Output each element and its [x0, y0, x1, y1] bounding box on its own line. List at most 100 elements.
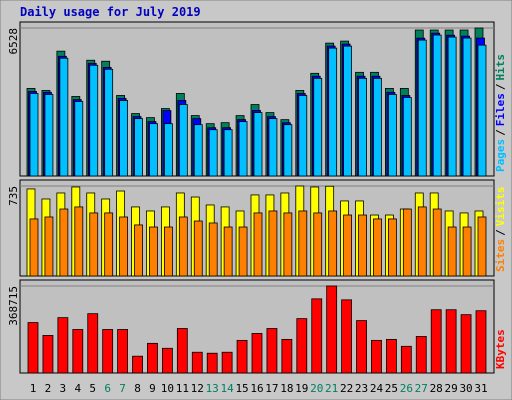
bar	[193, 220, 203, 277]
x-tick-label: 31	[474, 382, 487, 395]
x-tick-label: 19	[295, 382, 308, 395]
bar	[311, 298, 323, 374]
x-tick-label: 7	[119, 382, 126, 395]
bar	[343, 45, 353, 177]
bar	[358, 214, 367, 277]
x-tick-label: 23	[355, 382, 368, 395]
bar	[430, 309, 442, 374]
bar	[296, 318, 308, 374]
x-tick-label: 2	[45, 382, 52, 395]
bar	[343, 214, 353, 277]
bar	[134, 118, 143, 177]
bar	[298, 95, 308, 177]
y-tick-label: 368715	[7, 286, 20, 326]
x-tick-label: 14	[221, 382, 235, 395]
x-tick-label: 18	[280, 382, 293, 395]
x-tick-label: 25	[385, 382, 398, 395]
bar	[163, 226, 173, 277]
bar	[268, 118, 278, 177]
bar	[477, 44, 487, 177]
bar	[253, 212, 263, 277]
x-tick-label: 29	[445, 382, 458, 395]
bar	[373, 77, 382, 177]
bar	[72, 329, 84, 374]
bar	[149, 226, 158, 277]
bar	[29, 93, 39, 177]
x-tick-label: 12	[191, 382, 204, 395]
bar	[326, 285, 338, 374]
bar	[238, 121, 248, 177]
bar	[147, 342, 158, 374]
bar	[134, 224, 143, 277]
bar	[341, 299, 353, 374]
chart-title: Daily usage for July 2019	[20, 5, 201, 19]
bar	[358, 77, 367, 177]
legend: Sites / Visits	[494, 187, 507, 273]
x-tick-label: 4	[74, 382, 81, 395]
bar	[475, 310, 487, 374]
bar	[417, 39, 427, 177]
bar	[387, 218, 397, 277]
bar	[447, 36, 457, 177]
bar	[161, 347, 173, 374]
x-tick-label: 11	[176, 382, 189, 395]
x-tick-label: 1	[30, 382, 37, 395]
bar	[178, 104, 188, 177]
bar	[74, 101, 84, 177]
bar	[119, 216, 128, 277]
bar	[223, 129, 233, 177]
legend-entry: Visits	[494, 187, 507, 227]
bar	[371, 339, 382, 374]
bar	[402, 208, 412, 277]
legend-entry: KBytes	[494, 329, 507, 369]
x-tick-label: 16	[250, 382, 263, 395]
legend-separator: /	[494, 129, 507, 136]
bar	[432, 208, 442, 277]
legend-entry: Pages	[494, 139, 507, 172]
x-tick-label: 20	[310, 382, 323, 395]
x-tick-label: 5	[89, 382, 96, 395]
y-tick-label: 735	[7, 186, 20, 206]
bar	[402, 97, 412, 177]
x-tick-label: 6	[104, 382, 111, 395]
bar	[313, 212, 323, 277]
legend-entry: Hits	[494, 54, 507, 81]
bar	[298, 210, 308, 277]
bar	[447, 226, 457, 277]
bar	[132, 355, 143, 374]
bar	[42, 335, 54, 374]
bar	[283, 212, 293, 277]
bar	[462, 37, 472, 177]
bar	[356, 320, 367, 374]
x-tick-label: 3	[60, 382, 67, 395]
bar	[238, 226, 248, 277]
legend-entry: Sites	[494, 239, 507, 272]
bar	[117, 329, 128, 374]
legend-entry: Files	[494, 93, 507, 126]
bar	[102, 329, 114, 374]
x-tick-label: 15	[235, 382, 248, 395]
bar	[417, 206, 427, 277]
bar	[268, 210, 278, 277]
bar	[104, 212, 114, 277]
bar	[328, 210, 338, 277]
bar	[328, 47, 338, 177]
bar	[149, 123, 158, 177]
x-tick-label: 27	[415, 382, 428, 395]
bar	[460, 314, 472, 374]
bar	[89, 64, 99, 177]
bar	[373, 218, 382, 277]
bar	[59, 57, 69, 177]
bar	[462, 226, 472, 277]
bar	[27, 322, 39, 374]
legend: Pages / Files / Hits	[494, 54, 507, 172]
bar	[223, 226, 233, 277]
bar	[253, 112, 263, 177]
x-tick-label: 21	[325, 382, 338, 395]
bar	[387, 94, 397, 177]
x-tick-label: 17	[265, 382, 278, 395]
bar	[251, 333, 263, 374]
bar	[313, 77, 323, 177]
bar	[89, 212, 99, 277]
